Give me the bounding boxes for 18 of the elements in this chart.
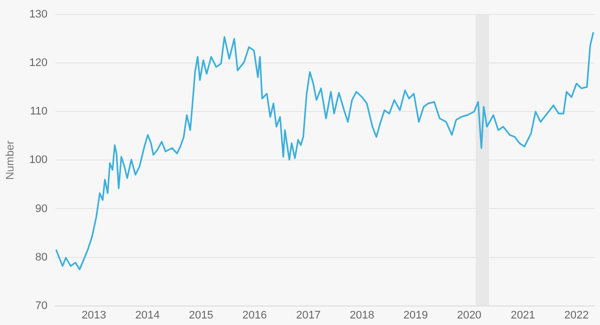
x-tick-label: 2021 [510, 309, 536, 322]
x-tick-label: 2013 [82, 309, 106, 322]
x-tick-label: 2019 [403, 309, 428, 322]
y-tick-label: 90 [35, 202, 48, 215]
x-tick-label: 2022 [564, 309, 589, 322]
y-axis-title: Number [4, 140, 17, 180]
y-tick-label: 130 [29, 8, 48, 21]
x-tick-label: 2018 [350, 309, 374, 322]
x-tick-label: 2015 [188, 309, 214, 322]
y-tick-label: 70 [35, 300, 48, 312]
x-tick-label: 2016 [242, 309, 267, 322]
y-tick-label: 110 [30, 106, 48, 118]
y-tick-label: 120 [29, 57, 48, 70]
y-tick-label: 80 [35, 251, 48, 264]
x-tick-label: 2020 [456, 309, 482, 322]
x-tick-label: 2014 [135, 309, 160, 322]
x-tick-label: 2017 [296, 309, 321, 322]
y-tick-label: 100 [29, 154, 48, 166]
